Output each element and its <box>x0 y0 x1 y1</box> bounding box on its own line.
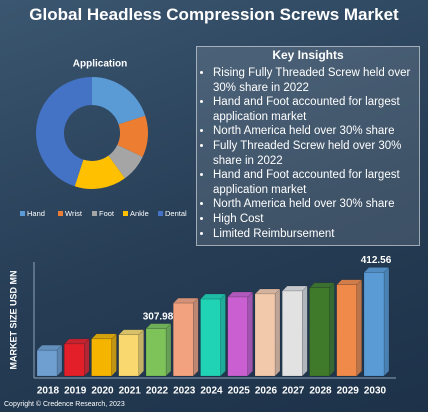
bar <box>91 338 112 377</box>
bar-side <box>165 323 172 377</box>
bar-side <box>274 288 281 377</box>
bar <box>336 284 357 377</box>
legend-swatch <box>123 211 128 216</box>
legend-swatch <box>92 211 97 216</box>
bar-top <box>336 279 363 285</box>
donut-slice <box>74 155 125 189</box>
legend-label: Dental <box>165 209 187 218</box>
x-tick-label: 2030 <box>364 386 387 397</box>
bar-top <box>145 323 172 329</box>
bar-top <box>90 333 118 340</box>
donut-slice <box>92 77 146 125</box>
insight: Hand and Foot accounted for largest appl… <box>213 168 419 197</box>
copyright: Copyright © Credence Research, 2023 <box>4 400 125 408</box>
x-tick-label: 2021 <box>119 386 142 397</box>
bar <box>227 296 248 377</box>
bar-side <box>111 333 117 377</box>
bar-side <box>56 344 63 377</box>
x-tick-label: 2020 <box>91 386 114 397</box>
donut-title: Application <box>73 59 127 70</box>
donut-slice <box>117 115 148 157</box>
legend-swatch <box>20 211 25 216</box>
x-tick-label: 2024 <box>200 386 223 397</box>
x-tick-label: 2025 <box>228 386 251 397</box>
bar <box>309 287 330 377</box>
bar-top <box>363 267 390 273</box>
bar <box>36 349 58 377</box>
bar <box>118 334 139 377</box>
donut-slice <box>108 144 143 179</box>
bar-top <box>254 288 281 295</box>
bar <box>173 302 194 377</box>
bar-side <box>247 291 253 377</box>
bar <box>64 343 85 377</box>
insight: High Cost <box>213 212 419 227</box>
insights-title: Key Insights <box>272 48 344 62</box>
legend-swatch <box>158 211 163 216</box>
value-label: 412.56 <box>361 255 392 266</box>
insight: Rising Fully Threaded Screw held over 30… <box>213 66 419 95</box>
bar <box>363 272 385 377</box>
bar <box>200 298 221 377</box>
bar <box>145 328 167 377</box>
insight: North America held over 30% share <box>213 197 419 212</box>
x-tick-label: 2026 <box>255 386 278 397</box>
title: Global Headless Compression Screws Marke… <box>29 5 399 24</box>
x-tick-label: 2029 <box>337 386 360 397</box>
key-insights: Key Insights Rising Fully Threaded Screw… <box>196 46 420 246</box>
bar-side <box>383 266 390 377</box>
legend-swatch <box>58 211 63 216</box>
insight: Fully Threaded Screw held over 30% share… <box>213 139 419 168</box>
x-tick-label: 2018 <box>37 386 60 397</box>
bar-top <box>172 297 199 304</box>
x-tick-label: 2019 <box>64 386 87 397</box>
bar-top <box>308 282 336 289</box>
x-tick-label: 2023 <box>173 386 196 397</box>
bar-top <box>199 293 227 300</box>
bar-side <box>302 285 308 377</box>
bar-side <box>193 297 199 377</box>
bar-side <box>84 338 90 377</box>
insight: Limited Reimbursement <box>213 227 419 242</box>
bar-side <box>329 282 335 377</box>
bar-side <box>138 329 144 377</box>
insight: North America held over 30% share <box>213 124 419 139</box>
legend-label: Hand <box>27 209 45 218</box>
donut-slice <box>36 77 92 187</box>
bar-top <box>36 344 63 351</box>
bar-side <box>356 279 362 377</box>
insight: Hand and Foot accounted for largest appl… <box>213 95 419 124</box>
bar-side <box>220 293 226 377</box>
legend-label: Foot <box>99 209 115 218</box>
x-tick-label: 2022 <box>146 386 169 397</box>
insights-list: Rising Fully Threaded Screw held over 30… <box>197 66 419 241</box>
bar <box>282 290 303 377</box>
bar <box>254 293 276 377</box>
y-axis-label: MARKET SIZE USD MN <box>8 271 18 370</box>
legend-label: Wrist <box>65 209 83 218</box>
value-label: 307.98 <box>143 311 174 322</box>
legend-label: Ankle <box>130 209 149 218</box>
x-tick-label: 2027 <box>282 386 305 397</box>
x-tick-label: 2028 <box>309 386 332 397</box>
